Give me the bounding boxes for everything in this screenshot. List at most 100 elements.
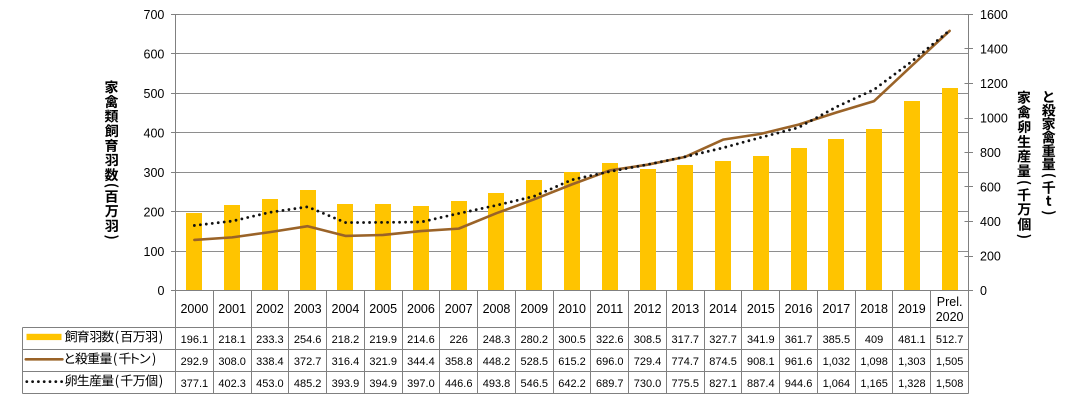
svg-text:600: 600 bbox=[980, 181, 1001, 195]
svg-text:402.3: 402.3 bbox=[218, 378, 246, 390]
svg-text:2002: 2002 bbox=[256, 302, 284, 316]
svg-text:200: 200 bbox=[980, 250, 1001, 264]
svg-text:385.5: 385.5 bbox=[823, 334, 851, 346]
svg-text:1000: 1000 bbox=[980, 112, 1008, 126]
svg-text:2013: 2013 bbox=[671, 302, 699, 316]
svg-text:2019: 2019 bbox=[898, 302, 926, 316]
svg-text:774.7: 774.7 bbox=[672, 356, 700, 368]
svg-text:600: 600 bbox=[144, 48, 165, 62]
svg-text:1,508: 1,508 bbox=[936, 378, 964, 390]
svg-text:493.8: 493.8 bbox=[483, 378, 511, 390]
svg-text:2015: 2015 bbox=[747, 302, 775, 316]
svg-text:2008: 2008 bbox=[483, 302, 511, 316]
svg-text:341.9: 341.9 bbox=[747, 334, 775, 346]
svg-text:485.2: 485.2 bbox=[294, 378, 322, 390]
svg-text:100: 100 bbox=[144, 245, 165, 259]
svg-text:908.1: 908.1 bbox=[747, 356, 775, 368]
svg-text:448.2: 448.2 bbox=[483, 356, 511, 368]
svg-text:1,505: 1,505 bbox=[936, 356, 964, 368]
svg-text:944.6: 944.6 bbox=[785, 378, 813, 390]
svg-text:615.2: 615.2 bbox=[558, 356, 586, 368]
svg-text:2010: 2010 bbox=[558, 302, 586, 316]
svg-text:2007: 2007 bbox=[445, 302, 473, 316]
svg-text:344.4: 344.4 bbox=[407, 356, 435, 368]
svg-text:2003: 2003 bbox=[294, 302, 322, 316]
svg-text:1,328: 1,328 bbox=[898, 378, 926, 390]
svg-text:729.4: 729.4 bbox=[634, 356, 662, 368]
svg-text:400: 400 bbox=[144, 126, 165, 140]
svg-text:338.4: 338.4 bbox=[256, 356, 284, 368]
svg-text:219.9: 219.9 bbox=[369, 334, 397, 346]
svg-text:2006: 2006 bbox=[407, 302, 435, 316]
svg-text:481.1: 481.1 bbox=[898, 334, 926, 346]
svg-text:280.2: 280.2 bbox=[520, 334, 548, 346]
svg-text:2009: 2009 bbox=[520, 302, 548, 316]
svg-text:961.6: 961.6 bbox=[785, 356, 813, 368]
svg-text:446.6: 446.6 bbox=[445, 378, 473, 390]
svg-text:528.5: 528.5 bbox=[520, 356, 548, 368]
svg-text:1,098: 1,098 bbox=[860, 356, 888, 368]
svg-text:2012: 2012 bbox=[634, 302, 662, 316]
svg-text:546.5: 546.5 bbox=[520, 378, 548, 390]
svg-text:1600: 1600 bbox=[980, 8, 1008, 22]
svg-text:2014: 2014 bbox=[709, 302, 737, 316]
svg-text:696.0: 696.0 bbox=[596, 356, 624, 368]
svg-text:Prel.: Prel. bbox=[937, 295, 963, 309]
svg-text:317.7: 317.7 bbox=[672, 334, 700, 346]
svg-text:196.1: 196.1 bbox=[181, 334, 209, 346]
svg-text:377.1: 377.1 bbox=[181, 378, 209, 390]
svg-text:308.0: 308.0 bbox=[218, 356, 246, 368]
svg-text:218.2: 218.2 bbox=[332, 334, 360, 346]
svg-text:400: 400 bbox=[980, 215, 1001, 229]
svg-text:308.5: 308.5 bbox=[634, 334, 662, 346]
svg-text:730.0: 730.0 bbox=[634, 378, 662, 390]
svg-text:2016: 2016 bbox=[785, 302, 813, 316]
svg-text:1,064: 1,064 bbox=[823, 378, 851, 390]
svg-text:1400: 1400 bbox=[980, 43, 1008, 57]
svg-text:248.3: 248.3 bbox=[483, 334, 511, 346]
svg-text:1,032: 1,032 bbox=[823, 356, 851, 368]
svg-text:300.5: 300.5 bbox=[558, 334, 586, 346]
svg-text:393.9: 393.9 bbox=[332, 378, 360, 390]
svg-text:700: 700 bbox=[144, 8, 165, 22]
svg-text:327.7: 327.7 bbox=[709, 334, 737, 346]
svg-text:800: 800 bbox=[980, 146, 1001, 160]
svg-text:1200: 1200 bbox=[980, 77, 1008, 91]
svg-text:2018: 2018 bbox=[860, 302, 888, 316]
svg-text:292.9: 292.9 bbox=[181, 356, 209, 368]
svg-text:887.4: 887.4 bbox=[747, 378, 775, 390]
svg-text:827.1: 827.1 bbox=[709, 378, 737, 390]
svg-text:2000: 2000 bbox=[180, 302, 208, 316]
svg-text:642.2: 642.2 bbox=[558, 378, 586, 390]
svg-text:214.6: 214.6 bbox=[407, 334, 435, 346]
svg-text:254.6: 254.6 bbox=[294, 334, 322, 346]
svg-text:2001: 2001 bbox=[218, 302, 246, 316]
svg-text:200: 200 bbox=[144, 205, 165, 219]
svg-text:1,303: 1,303 bbox=[898, 356, 926, 368]
svg-text:512.7: 512.7 bbox=[936, 334, 964, 346]
svg-text:233.3: 233.3 bbox=[256, 334, 284, 346]
svg-text:775.5: 775.5 bbox=[672, 378, 700, 390]
svg-text:361.7: 361.7 bbox=[785, 334, 813, 346]
svg-text:218.1: 218.1 bbox=[218, 334, 246, 346]
svg-text:2005: 2005 bbox=[369, 302, 397, 316]
svg-text:226: 226 bbox=[450, 334, 468, 346]
svg-text:2017: 2017 bbox=[822, 302, 850, 316]
svg-text:0: 0 bbox=[157, 284, 164, 298]
svg-text:1,165: 1,165 bbox=[860, 378, 888, 390]
svg-text:316.4: 316.4 bbox=[332, 356, 360, 368]
svg-text:2011: 2011 bbox=[596, 302, 623, 316]
svg-text:300: 300 bbox=[144, 166, 165, 180]
svg-text:409: 409 bbox=[865, 334, 883, 346]
svg-text:2004: 2004 bbox=[332, 302, 360, 316]
svg-text:397.0: 397.0 bbox=[407, 378, 435, 390]
svg-text:394.9: 394.9 bbox=[369, 378, 397, 390]
svg-text:358.8: 358.8 bbox=[445, 356, 473, 368]
svg-text:500: 500 bbox=[144, 87, 165, 101]
svg-text:322.6: 322.6 bbox=[596, 334, 624, 346]
svg-text:453.0: 453.0 bbox=[256, 378, 284, 390]
svg-text:689.7: 689.7 bbox=[596, 378, 624, 390]
svg-text:874.5: 874.5 bbox=[709, 356, 737, 368]
svg-text:321.9: 321.9 bbox=[369, 356, 397, 368]
svg-text:2020: 2020 bbox=[936, 310, 964, 324]
